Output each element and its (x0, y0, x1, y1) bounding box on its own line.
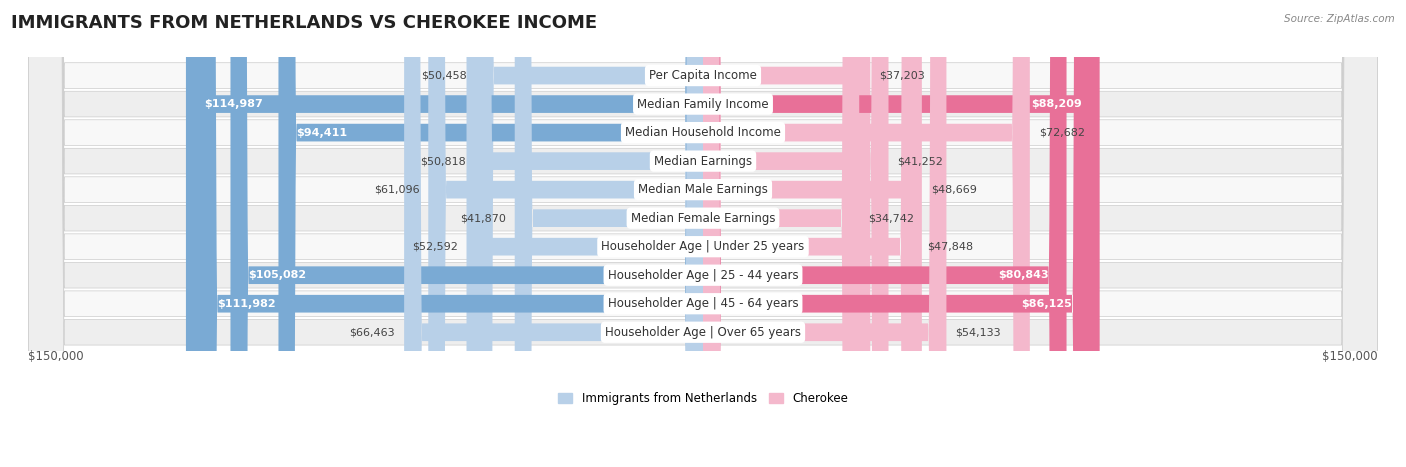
FancyBboxPatch shape (467, 0, 703, 467)
Text: Per Capita Income: Per Capita Income (650, 69, 756, 82)
Text: $66,463: $66,463 (350, 327, 395, 337)
Text: $94,411: $94,411 (297, 127, 347, 138)
Text: Source: ZipAtlas.com: Source: ZipAtlas.com (1284, 14, 1395, 24)
Text: $111,982: $111,982 (218, 299, 276, 309)
Text: $54,133: $54,133 (956, 327, 1001, 337)
FancyBboxPatch shape (703, 0, 1099, 467)
FancyBboxPatch shape (28, 0, 1378, 467)
FancyBboxPatch shape (28, 0, 1378, 467)
FancyBboxPatch shape (28, 0, 1378, 467)
FancyBboxPatch shape (703, 0, 1067, 467)
FancyBboxPatch shape (703, 0, 889, 467)
FancyBboxPatch shape (278, 0, 703, 467)
Text: Householder Age | 45 - 64 years: Householder Age | 45 - 64 years (607, 297, 799, 310)
Text: $80,843: $80,843 (998, 270, 1049, 280)
FancyBboxPatch shape (429, 0, 703, 467)
FancyBboxPatch shape (477, 0, 703, 467)
Text: Median Male Earnings: Median Male Earnings (638, 183, 768, 196)
FancyBboxPatch shape (28, 0, 1378, 467)
Text: $72,682: $72,682 (1039, 127, 1085, 138)
FancyBboxPatch shape (474, 0, 703, 467)
Text: $37,203: $37,203 (879, 71, 925, 81)
Text: $105,082: $105,082 (249, 270, 307, 280)
Text: $114,987: $114,987 (204, 99, 263, 109)
Text: $48,669: $48,669 (931, 184, 977, 195)
FancyBboxPatch shape (28, 0, 1378, 467)
FancyBboxPatch shape (28, 0, 1378, 467)
Text: $52,592: $52,592 (412, 242, 457, 252)
Text: $61,096: $61,096 (374, 184, 419, 195)
FancyBboxPatch shape (231, 0, 703, 467)
FancyBboxPatch shape (28, 0, 1378, 467)
Text: Median Earnings: Median Earnings (654, 155, 752, 168)
Text: Householder Age | Over 65 years: Householder Age | Over 65 years (605, 326, 801, 339)
FancyBboxPatch shape (703, 0, 870, 467)
FancyBboxPatch shape (404, 0, 703, 467)
Legend: Immigrants from Netherlands, Cherokee: Immigrants from Netherlands, Cherokee (554, 387, 852, 410)
Text: $41,870: $41,870 (460, 213, 506, 223)
FancyBboxPatch shape (703, 0, 1029, 467)
FancyBboxPatch shape (28, 0, 1378, 467)
Text: Householder Age | 25 - 44 years: Householder Age | 25 - 44 years (607, 269, 799, 282)
Text: Median Female Earnings: Median Female Earnings (631, 212, 775, 225)
Text: Householder Age | Under 25 years: Householder Age | Under 25 years (602, 240, 804, 253)
Text: $50,458: $50,458 (422, 71, 467, 81)
Text: $47,848: $47,848 (927, 242, 973, 252)
Text: $41,252: $41,252 (897, 156, 943, 166)
FancyBboxPatch shape (515, 0, 703, 467)
Text: $150,000: $150,000 (1322, 350, 1378, 363)
FancyBboxPatch shape (703, 0, 918, 467)
FancyBboxPatch shape (703, 0, 946, 467)
Text: Median Family Income: Median Family Income (637, 98, 769, 111)
FancyBboxPatch shape (703, 0, 922, 467)
FancyBboxPatch shape (703, 0, 1090, 467)
FancyBboxPatch shape (28, 0, 1378, 467)
FancyBboxPatch shape (200, 0, 703, 467)
Text: $150,000: $150,000 (28, 350, 84, 363)
FancyBboxPatch shape (186, 0, 703, 467)
Text: IMMIGRANTS FROM NETHERLANDS VS CHEROKEE INCOME: IMMIGRANTS FROM NETHERLANDS VS CHEROKEE … (11, 14, 598, 32)
FancyBboxPatch shape (703, 0, 859, 467)
FancyBboxPatch shape (28, 0, 1378, 467)
Text: Median Household Income: Median Household Income (626, 126, 780, 139)
Text: $86,125: $86,125 (1022, 299, 1073, 309)
Text: $34,742: $34,742 (869, 213, 914, 223)
Text: $50,818: $50,818 (420, 156, 465, 166)
Text: $88,209: $88,209 (1031, 99, 1081, 109)
